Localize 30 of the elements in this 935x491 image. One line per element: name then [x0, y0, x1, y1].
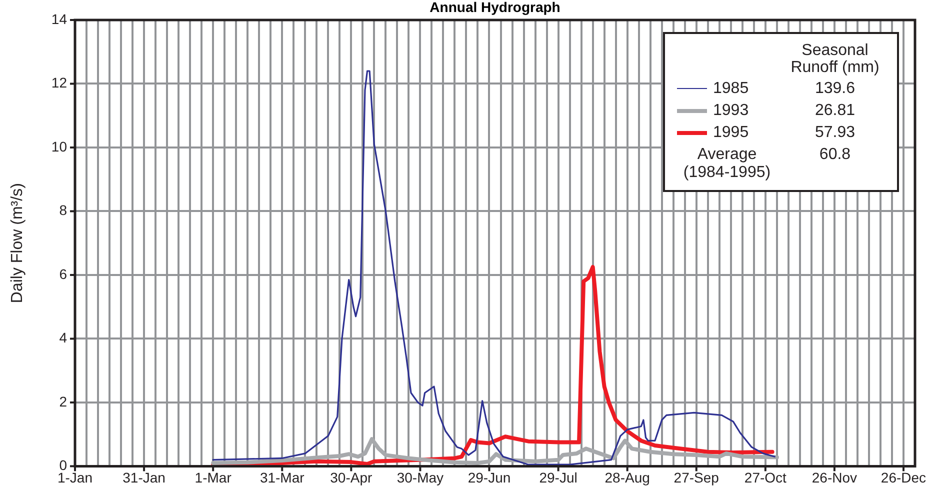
- legend-label: 1985: [712, 79, 750, 99]
- y-tick-label: 10: [51, 138, 68, 154]
- chart-title: Annual Hydrograph: [430, 0, 560, 15]
- y-tick-label: 6: [59, 266, 68, 282]
- annotation: 60.8: [818, 145, 852, 165]
- y-tick-label: 8: [59, 202, 68, 218]
- legend-label: 1993: [712, 101, 750, 121]
- x-tick-label: 29-Jul: [539, 469, 578, 486]
- y-tick-label: 4: [59, 330, 68, 346]
- x-tick-label: 30-May: [396, 469, 444, 486]
- x-tick-label: 30-Apr: [330, 469, 373, 486]
- y-tick-label: 12: [51, 74, 68, 91]
- annotation: 57.93: [814, 123, 856, 143]
- annotation: Seasonal Runoff (mm): [790, 41, 880, 78]
- y-tick-label: 2: [59, 393, 68, 410]
- x-tick-label: 31-Jan: [122, 469, 166, 486]
- annotation: Average (1984-1995): [682, 145, 772, 183]
- x-tick-label: 26-Nov: [812, 469, 858, 486]
- x-tick-label: 29-Jun: [468, 469, 511, 486]
- y-axis-title: Daily Flow (m³/s): [9, 183, 26, 304]
- x-tick-label: 27-Oct: [744, 469, 787, 486]
- x-tick-label: 28-Aug: [604, 469, 650, 486]
- annotation: 26.81: [814, 101, 856, 121]
- legend-label: 1995: [712, 123, 750, 143]
- annotation: 139.6: [814, 79, 856, 99]
- x-tick-label: 1-Mar: [194, 469, 232, 486]
- x-tick-label: 26-Dec: [880, 469, 926, 486]
- y-tick-label: 14: [51, 10, 68, 27]
- x-tick-label: 27-Sep: [674, 469, 720, 486]
- x-tick-label: 31-Mar: [260, 469, 305, 486]
